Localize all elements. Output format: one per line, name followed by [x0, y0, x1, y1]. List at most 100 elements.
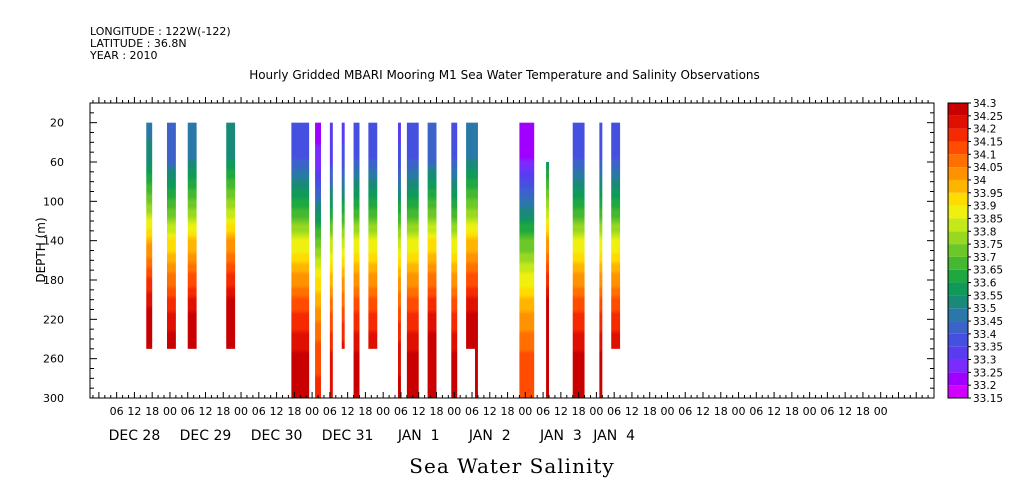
- colorbar-label: 33.4: [973, 329, 997, 341]
- colorbar-label: 33.95: [973, 188, 1003, 200]
- data-column: [353, 122, 360, 399]
- x-hour-tick-label: 18: [287, 405, 301, 418]
- chart-title: Hourly Gridded MBARI Mooring M1 Sea Wate…: [249, 68, 760, 82]
- colorbar-label: 34.1: [973, 149, 996, 161]
- x-hour-tick-label: 18: [856, 405, 870, 418]
- colorbar-legend: 33.1533.233.2533.333.3533.433.4533.533.5…: [947, 98, 1003, 405]
- x-hour-tick-label: 00: [803, 405, 817, 418]
- colorbar-swatch: [948, 282, 968, 296]
- data-column: [166, 122, 176, 349]
- colorbar-label: 33.55: [973, 290, 1003, 302]
- colorbar-swatch: [948, 205, 968, 219]
- x-hour-tick-label: 18: [216, 405, 230, 418]
- colorbar-swatch: [948, 321, 968, 334]
- colorbar-swatch: [948, 308, 968, 322]
- y-tick-label: 220: [43, 313, 64, 326]
- data-column: [329, 122, 333, 399]
- x-hour-tick-label: 00: [163, 405, 177, 418]
- y-tick-label: 100: [43, 195, 64, 208]
- colorbar-swatch: [948, 154, 968, 168]
- data-column: [451, 122, 458, 399]
- longitude-label: LONGITUDE : 122W(-122): [90, 25, 231, 38]
- data-column: [187, 122, 197, 349]
- plot-frame: [89, 102, 935, 399]
- y-tick-label: 300: [43, 392, 64, 405]
- y-axis-label: DEPTH (m): [34, 217, 48, 282]
- x-date-label: JAN 1: [397, 428, 440, 444]
- colorbar-label: 34.25: [973, 111, 1003, 123]
- colorbar-swatch: [948, 244, 968, 257]
- colorbar-swatch: [948, 372, 968, 386]
- data-column: [519, 122, 535, 399]
- data-column: [466, 122, 475, 349]
- x-hour-tick-label: 12: [412, 405, 426, 418]
- x-hour-tick-label: 00: [376, 405, 390, 418]
- x-date-label: DEC 30: [251, 428, 303, 444]
- year-label: YEAR : 2010: [90, 49, 158, 62]
- data-column: [146, 122, 153, 349]
- x-hour-tick-label: 00: [305, 405, 319, 418]
- x-date-label: JAN 3: [539, 428, 582, 444]
- y-tick-label: 140: [43, 235, 64, 248]
- colorbar-swatch: [948, 167, 968, 180]
- x-hour-tick-label: 12: [270, 405, 284, 418]
- x-hour-tick-label: 12: [127, 405, 141, 418]
- data-column: [226, 122, 236, 349]
- colorbar-swatch: [948, 141, 968, 155]
- data-column: [397, 122, 401, 399]
- colorbar-label: 33.75: [973, 239, 1003, 251]
- x-hour-tick-label: 06: [678, 405, 692, 418]
- x-hour-tick-label: 06: [465, 405, 479, 418]
- x-date-label: DEC 31: [322, 428, 374, 444]
- x-date-label: DEC 28: [109, 428, 161, 444]
- y-axis: 20 60 100 140 180 220 260 300: [43, 112, 934, 405]
- x-date-label: JAN 4: [592, 428, 635, 444]
- colorbar-swatch: [948, 103, 968, 116]
- colorbar-label: 33.85: [973, 213, 1003, 225]
- x-hour-tick-label: 06: [252, 405, 266, 418]
- x-hour-tick-label: 06: [607, 405, 621, 418]
- data-column: [611, 122, 621, 349]
- colorbar-label: 34.05: [973, 162, 1003, 174]
- data-column: [474, 122, 478, 399]
- x-hour-tick-label: 12: [625, 405, 639, 418]
- x-hour-tick-label: 12: [483, 405, 497, 418]
- colorbar-label: 33.2: [973, 380, 996, 392]
- x-hour-tick-label: 12: [838, 405, 852, 418]
- x-hour-tick-label: 06: [110, 405, 124, 418]
- data-column: [546, 162, 550, 398]
- colorbar-swatch: [948, 128, 968, 142]
- colorbar-label: 34: [973, 175, 987, 187]
- x-hour-tick-label: 18: [714, 405, 728, 418]
- y-tick-label: 180: [43, 274, 64, 287]
- colorbar-swatch: [948, 256, 968, 270]
- x-hour-tick-label: 18: [145, 405, 159, 418]
- x-hour-tick-label: 00: [660, 405, 674, 418]
- x-hour-tick-label: 18: [572, 405, 586, 418]
- colorbar-label: 33.15: [973, 393, 1003, 405]
- colorbar-swatch: [948, 115, 968, 129]
- colorbar-swatch: [948, 295, 968, 309]
- data-column: [291, 122, 310, 399]
- colorbar-label: 33.6: [973, 278, 997, 290]
- colorbar-label: 33.25: [973, 367, 1003, 379]
- colorbar-label: 34.3: [973, 98, 996, 110]
- x-hour-tick-label: 00: [234, 405, 248, 418]
- x-hour-tick-label: 18: [501, 405, 515, 418]
- colorbar-label: 33.45: [973, 316, 1003, 328]
- x-date-label: JAN 2: [468, 428, 511, 444]
- x-hour-tick-label: 12: [767, 405, 781, 418]
- latitude-label: LATITUDE : 36.8N: [90, 37, 187, 50]
- y-tick-label: 260: [43, 353, 64, 366]
- colorbar-swatch: [948, 269, 968, 283]
- x-hour-tick-label: 06: [749, 405, 763, 418]
- colorbar-label: 33.35: [973, 342, 1003, 354]
- x-date-label: DEC 29: [180, 428, 232, 444]
- y-tick-label: 60: [50, 156, 64, 169]
- x-hour-tick-label: 18: [785, 405, 799, 418]
- colorbar-label: 34.15: [973, 136, 1003, 148]
- x-hour-tick-label: 12: [198, 405, 212, 418]
- colorbar-label: 33.5: [973, 303, 996, 315]
- colorbar-label: 33.65: [973, 265, 1003, 277]
